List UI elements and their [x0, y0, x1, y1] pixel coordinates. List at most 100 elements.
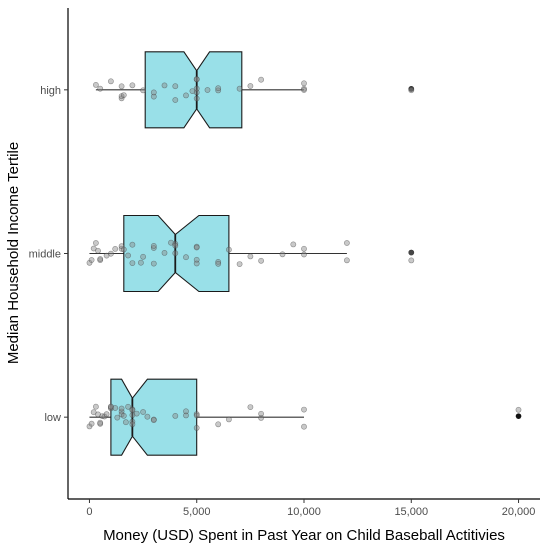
data-point-low-19: [123, 419, 129, 426]
data-point-middle-22: [168, 239, 174, 246]
data-point-high-2: [108, 78, 114, 85]
data-point-high-7: [129, 82, 136, 89]
data-point-low-37: [215, 421, 222, 428]
data-point-middle-37: [279, 251, 286, 258]
x-tick-label-2: 10,000: [287, 506, 321, 518]
data-point-middle-9: [112, 245, 119, 252]
data-point-middle-41: [343, 240, 350, 246]
data-point-low-42: [301, 406, 307, 413]
x-tick-label-3: 15,000: [394, 506, 428, 518]
y-ticks-layer: low middle high: [29, 85, 68, 424]
data-point-high-29: [301, 87, 307, 93]
data-point-low-38: [225, 416, 232, 423]
data-point-low-24: [129, 407, 136, 414]
data-point-low-22: [129, 412, 136, 418]
data-point-low-20: [125, 403, 132, 410]
data-point-high-22: [215, 87, 222, 94]
data-point-low-16: [118, 405, 125, 412]
box-high: [144, 51, 243, 129]
x-tick-label-0: 0: [86, 506, 92, 518]
data-point-low-39: [247, 404, 254, 410]
data-point-middle-43: [408, 257, 415, 264]
data-point-middle-33: [225, 246, 232, 253]
data-point-middle-8: [108, 250, 114, 257]
data-point-high-12: [172, 83, 179, 90]
data-point-low-44: [515, 406, 522, 413]
data-point-high-25: [247, 83, 254, 89]
data-point-middle-16: [137, 259, 144, 266]
data-point-high-0: [93, 82, 99, 88]
data-point-low-4: [95, 411, 101, 418]
jitter-points-layer: [86, 76, 522, 431]
data-point-middle-14: [129, 241, 136, 248]
x-tick-label-1: 5,000: [183, 506, 211, 518]
data-point-middle-24: [172, 240, 179, 247]
outlier-high-0: [408, 86, 415, 92]
y-axis-title: Median Household Income Tertile: [5, 142, 22, 364]
data-point-middle-31: [215, 258, 222, 265]
data-point-high-14: [183, 92, 189, 99]
data-point-low-30: [150, 417, 157, 423]
data-point-low-32: [183, 412, 189, 419]
data-point-low-33: [183, 408, 189, 415]
data-point-high-28: [301, 80, 307, 87]
data-point-low-27: [140, 409, 146, 415]
data-point-high-13: [172, 97, 179, 103]
data-point-low-25: [129, 421, 136, 428]
data-point-low-40: [258, 414, 264, 421]
y-tick-label-high: high: [40, 85, 61, 97]
y-tick-label-low: low: [44, 412, 61, 424]
data-point-low-18: [120, 412, 127, 419]
data-point-low-1: [88, 420, 95, 427]
data-point-high-11: [161, 82, 168, 89]
data-point-middle-38: [290, 241, 297, 248]
data-point-middle-3: [93, 240, 99, 246]
data-point-middle-6: [97, 256, 104, 262]
data-point-high-23: [215, 85, 222, 92]
data-point-low-6: [97, 419, 104, 426]
data-point-low-43: [301, 423, 307, 430]
data-point-middle-1: [88, 257, 95, 263]
data-point-middle-32: [215, 260, 222, 267]
data-point-middle-18: [150, 260, 157, 267]
data-point-middle-36: [258, 257, 264, 264]
data-point-low-14: [114, 414, 121, 421]
data-point-middle-13: [125, 252, 132, 259]
outlier-low-0: [515, 413, 522, 419]
data-point-middle-21: [161, 249, 168, 256]
data-point-low-31: [172, 412, 179, 419]
box-middle: [123, 214, 230, 293]
data-point-low-26: [133, 410, 140, 417]
data-point-middle-30: [193, 260, 200, 267]
data-point-middle-44: [408, 249, 415, 256]
data-point-low-36: [193, 412, 200, 419]
data-point-high-21: [204, 87, 211, 93]
data-point-high-19: [193, 85, 200, 92]
data-point-low-3: [93, 403, 99, 410]
data-point-high-8: [140, 87, 146, 94]
data-point-middle-39: [301, 251, 307, 258]
data-point-low-13: [112, 405, 119, 411]
data-point-middle-20: [150, 242, 157, 249]
data-point-high-31: [408, 87, 415, 94]
data-point-high-6: [120, 92, 127, 98]
data-point-low-28: [144, 413, 151, 420]
data-point-middle-11: [118, 243, 125, 250]
data-point-middle-17: [140, 253, 146, 260]
data-point-high-17: [193, 95, 200, 102]
data-point-high-9: [150, 93, 157, 100]
data-point-high-1: [97, 85, 104, 92]
data-point-low-35: [193, 411, 200, 417]
data-point-middle-28: [193, 244, 200, 251]
data-point-high-20: [193, 76, 200, 83]
data-point-low-41: [258, 410, 264, 417]
data-point-low-34: [193, 424, 200, 431]
data-point-middle-12: [120, 246, 127, 253]
outlier-middle-0: [408, 249, 415, 256]
x-ticks-layer: 0 5,000 10,000 15,000 20,000: [86, 499, 535, 518]
data-point-middle-4: [95, 247, 101, 254]
data-point-middle-15: [129, 260, 136, 266]
data-point-middle-26: [183, 254, 189, 261]
data-point-middle-40: [301, 245, 307, 252]
